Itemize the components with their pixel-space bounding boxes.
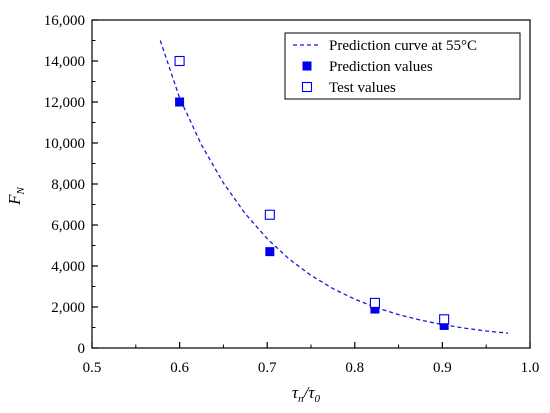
x-tick-label: 1.0 (521, 360, 540, 376)
legend-label: Prediction curve at 55°C (329, 38, 477, 54)
y-tick-label: 12,000 (44, 95, 85, 111)
test-value-point (264, 209, 275, 220)
prediction-curve-line (159, 40, 509, 334)
legend-swatch-hollow-square (301, 81, 313, 93)
y-tick-label: 6,000 (51, 218, 85, 234)
legend-box (284, 32, 521, 100)
test-value-point (369, 297, 380, 308)
legend: Prediction curve at 55°C Prediction value… (284, 32, 521, 100)
prediction-value-point (175, 97, 185, 107)
y-axis-ticks: 0 2,000 4,000 6,000 8,000 10,000 12,000 14,000 1… (44, 13, 98, 357)
x-tick-label: 0.7 (258, 360, 277, 376)
x-axis-title: τn/τ0 (292, 383, 320, 405)
x-tick-label: 0.5 (83, 360, 102, 376)
y-tick-label: 4,000 (51, 259, 85, 275)
test-value-point (439, 314, 450, 325)
series-layer (159, 40, 509, 334)
test-value-point (174, 55, 185, 67)
x-tick-label: 0.8 (345, 360, 364, 376)
legend-label: Test values (329, 80, 396, 96)
legend-swatch-filled-square (302, 61, 312, 71)
y-tick-label: 10,000 (44, 136, 85, 152)
y-tick-label: 8,000 (51, 177, 85, 193)
y-tick-label: 2,000 (51, 300, 85, 316)
y-axis-title: FN (5, 186, 27, 205)
x-axis-ticks: 0.5 0.6 0.7 0.8 0.9 1.0 (83, 342, 540, 376)
y-tick-label: 16,000 (44, 13, 85, 29)
y-tick-label: 14,000 (44, 54, 85, 70)
y-tick-label: 0 (78, 341, 86, 357)
prediction-value-point (265, 247, 275, 257)
x-tick-label: 0.9 (433, 360, 452, 376)
legend-label: Prediction values (329, 59, 433, 75)
x-tick-label: 0.6 (170, 360, 189, 376)
